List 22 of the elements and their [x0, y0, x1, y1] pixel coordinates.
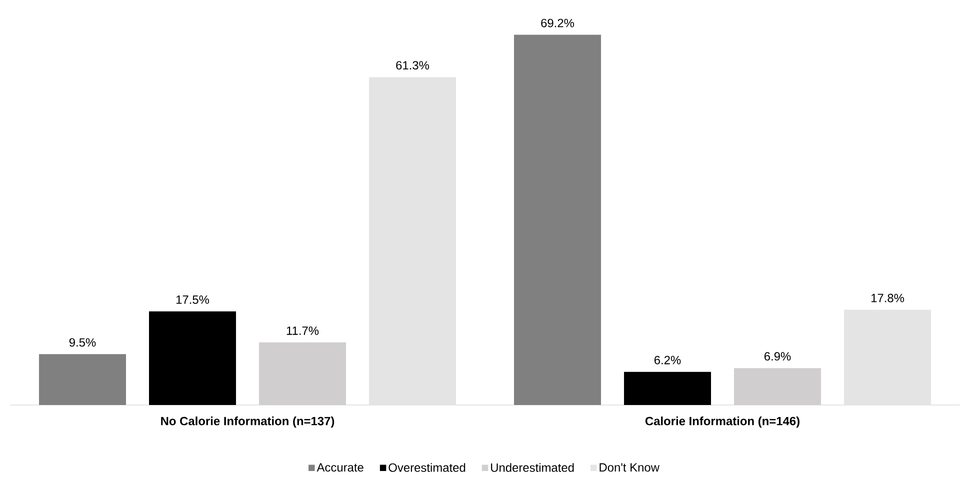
bar [39, 354, 126, 405]
legend-label: Accurate [316, 463, 364, 472]
bar [734, 368, 822, 405]
legend-label: Overestimated [388, 463, 466, 472]
data-label: 6.2% [654, 356, 681, 364]
bar [259, 342, 346, 405]
legend-label: Underestimated [491, 463, 574, 472]
data-label: 6.9% [764, 352, 791, 361]
data-label: 11.7% [286, 326, 319, 335]
data-label: 9.5% [69, 338, 96, 347]
bar [624, 372, 712, 405]
bar [149, 311, 236, 405]
data-label: 17.8% [871, 294, 904, 302]
x-tick-label: No Calorie Information (n=137) [161, 416, 334, 428]
bar [514, 34, 602, 405]
data-label: 17.5% [176, 295, 210, 304]
data-label: 61.3% [396, 61, 430, 70]
x-tick-label: Calorie Information (n=146) [645, 416, 800, 428]
bar [844, 310, 932, 405]
bar [369, 77, 456, 405]
legend-label: Don't Know [600, 463, 660, 472]
data-label: 69.2% [541, 18, 574, 28]
